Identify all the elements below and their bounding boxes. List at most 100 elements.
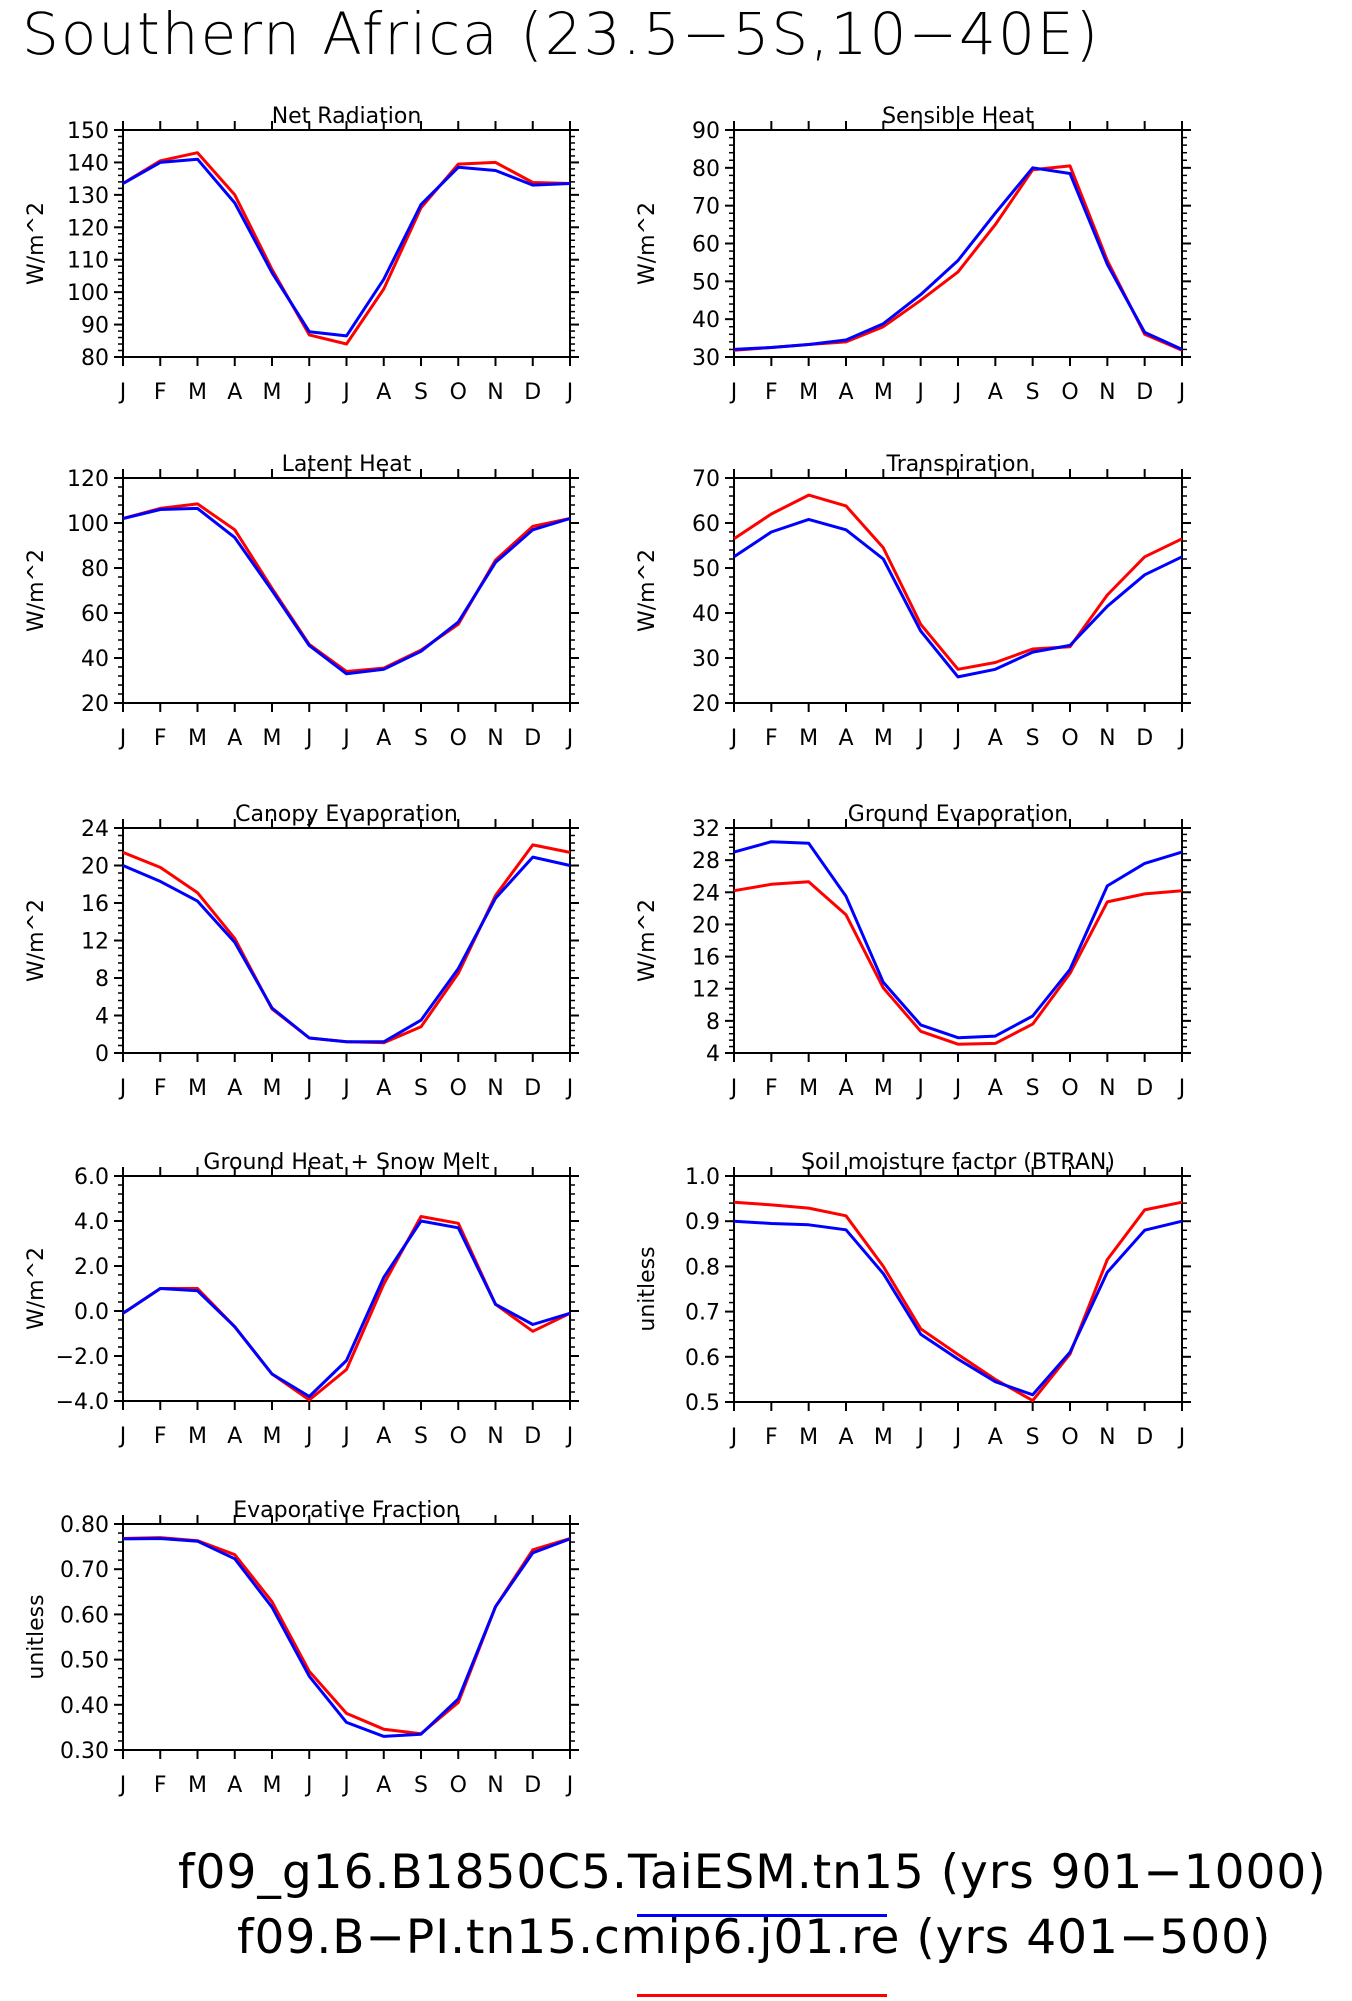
x-tick-label: N <box>487 1773 503 1798</box>
x-tick-label: M <box>263 726 282 751</box>
x-tick-label: M <box>188 380 207 405</box>
y-tick-label: 12 <box>692 978 720 1003</box>
y-tick-label: 4.0 <box>74 1210 109 1235</box>
x-tick-label: J <box>341 1424 350 1449</box>
y-tick-label: 0.7 <box>685 1301 720 1326</box>
series-line <box>733 493 1183 671</box>
y-tick-label: 40 <box>81 647 109 672</box>
y-tick-label: 0 <box>95 1042 109 1067</box>
x-tick-label: O <box>450 1773 467 1798</box>
y-tick-label: 12 <box>81 930 109 955</box>
x-tick-label: J <box>118 1773 127 1798</box>
x-tick-label: J <box>729 1425 738 1450</box>
x-tick-label: M <box>263 1773 282 1798</box>
plot-frame <box>122 1523 571 1751</box>
x-tick-label: J <box>304 1424 313 1449</box>
y-tick-label: 90 <box>81 314 109 339</box>
x-tick-label: O <box>1061 1425 1078 1450</box>
x-tick-label: M <box>874 1076 893 1101</box>
x-tick-label: S <box>1026 726 1040 751</box>
x-tick-label: J <box>118 726 127 751</box>
x-tick-label: A <box>988 726 1003 751</box>
y-axis-label: unitless <box>635 1246 660 1331</box>
y-tick-label: 60 <box>692 233 720 258</box>
y-tick-label: 50 <box>692 557 720 582</box>
x-tick-label: M <box>263 380 282 405</box>
x-tick-label: S <box>414 1424 428 1449</box>
y-axis-label: W/m^2 <box>635 899 660 982</box>
x-tick-label: M <box>799 380 818 405</box>
y-tick-label: 20 <box>692 692 720 717</box>
x-tick-label: O <box>1061 726 1078 751</box>
legend-label-red: f09.B−PI.tn15.cmip6.j01.re (yrs 401−500) <box>237 1910 1272 1965</box>
x-tick-label: M <box>188 1773 207 1798</box>
y-axis-label: W/m^2 <box>24 549 49 632</box>
y-tick-label: 40 <box>692 602 720 627</box>
x-tick-label: F <box>765 726 778 751</box>
y-axis-label: W/m^2 <box>635 549 660 632</box>
x-tick-label: O <box>450 380 467 405</box>
y-axis-label: unitless <box>24 1594 49 1679</box>
x-tick-label: D <box>1136 380 1153 405</box>
x-tick-label: O <box>450 726 467 751</box>
x-tick-label: J <box>953 1076 962 1101</box>
x-tick-label: J <box>118 1076 127 1101</box>
x-tick-label: D <box>524 380 541 405</box>
x-tick-label: S <box>414 726 428 751</box>
x-tick-label: A <box>838 380 853 405</box>
chart-panel: Evaporative Fractionunitless0.300.400.50… <box>24 1498 579 1798</box>
x-tick-label: J <box>1177 1425 1186 1450</box>
x-tick-label: M <box>188 1424 207 1449</box>
y-tick-label: 100 <box>67 281 109 306</box>
x-tick-label: J <box>915 1076 924 1101</box>
x-tick-label: A <box>988 1425 1003 1450</box>
x-tick-label: D <box>1136 726 1153 751</box>
x-tick-label: S <box>414 1076 428 1101</box>
y-tick-label: 0.6 <box>685 1346 720 1371</box>
x-tick-label: J <box>565 1424 574 1449</box>
x-tick-label: N <box>487 1076 503 1101</box>
plot-frame <box>122 827 571 1054</box>
y-tick-label: 8 <box>95 967 109 992</box>
series-line <box>733 164 1183 352</box>
x-tick-label: A <box>227 1773 242 1798</box>
series-line <box>122 502 571 673</box>
series-line <box>122 157 571 338</box>
x-tick-label: M <box>188 726 207 751</box>
x-tick-label: A <box>838 726 853 751</box>
y-tick-label: 120 <box>67 216 109 241</box>
x-tick-label: J <box>118 380 127 405</box>
y-tick-label: 0.60 <box>60 1603 109 1628</box>
series-line <box>122 1537 571 1738</box>
y-tick-label: 6.0 <box>74 1165 109 1190</box>
plot-frame <box>733 827 1183 1054</box>
y-tick-label: 0.0 <box>74 1300 109 1325</box>
x-tick-label: A <box>376 380 391 405</box>
x-tick-label: J <box>565 1773 574 1798</box>
x-tick-label: F <box>765 1425 778 1450</box>
x-tick-label: A <box>227 380 242 405</box>
y-tick-label: 100 <box>67 512 109 537</box>
x-tick-label: N <box>487 726 503 751</box>
plot-frame <box>733 129 1183 358</box>
y-tick-label: 28 <box>692 849 720 874</box>
series-line <box>122 151 571 346</box>
x-tick-label: O <box>450 1424 467 1449</box>
x-tick-label: F <box>154 1076 167 1101</box>
x-tick-label: S <box>1026 1076 1040 1101</box>
plot-frame <box>733 1175 1183 1403</box>
x-tick-label: D <box>524 1076 541 1101</box>
y-tick-label: 24 <box>692 881 720 906</box>
x-tick-label: J <box>1177 1076 1186 1101</box>
x-tick-label: J <box>304 726 313 751</box>
x-tick-label: M <box>874 380 893 405</box>
x-tick-label: O <box>450 1076 467 1101</box>
x-tick-label: J <box>304 1773 313 1798</box>
y-tick-label: 60 <box>692 512 720 537</box>
y-axis-label: W/m^2 <box>24 1247 49 1330</box>
x-tick-label: M <box>263 1076 282 1101</box>
series-line <box>733 166 1183 351</box>
